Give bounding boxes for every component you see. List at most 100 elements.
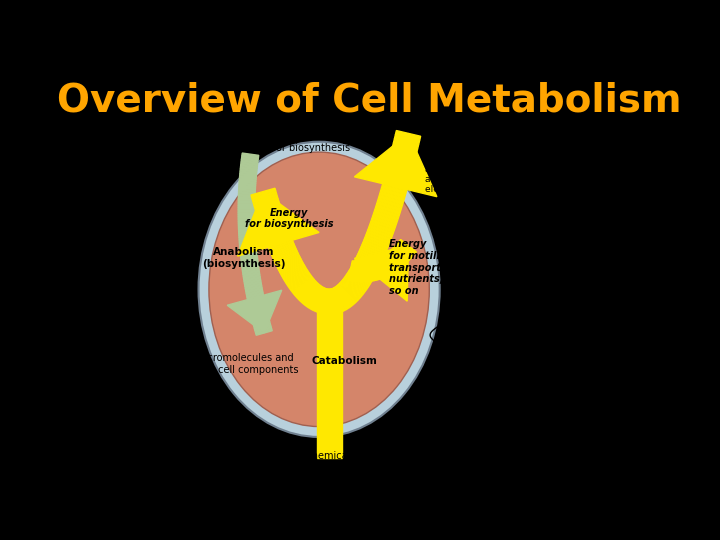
Polygon shape — [320, 289, 328, 313]
Polygon shape — [300, 282, 318, 301]
Polygon shape — [238, 230, 256, 233]
Polygon shape — [261, 221, 286, 231]
Polygon shape — [388, 252, 402, 268]
Polygon shape — [282, 265, 305, 278]
Polygon shape — [239, 234, 256, 238]
Polygon shape — [264, 227, 288, 238]
Polygon shape — [330, 289, 336, 314]
Polygon shape — [277, 255, 300, 268]
Polygon shape — [322, 289, 328, 314]
Polygon shape — [344, 276, 366, 292]
Polygon shape — [379, 258, 387, 276]
Polygon shape — [316, 288, 326, 312]
Polygon shape — [363, 262, 364, 282]
Polygon shape — [378, 258, 387, 277]
Polygon shape — [262, 223, 287, 234]
Polygon shape — [240, 162, 258, 166]
Polygon shape — [393, 139, 418, 149]
Polygon shape — [392, 248, 406, 264]
Polygon shape — [388, 159, 413, 169]
Polygon shape — [297, 280, 316, 298]
Polygon shape — [363, 240, 387, 252]
Polygon shape — [255, 201, 279, 211]
Polygon shape — [372, 216, 396, 227]
Polygon shape — [330, 289, 338, 314]
Polygon shape — [239, 237, 256, 240]
Polygon shape — [271, 245, 295, 257]
Polygon shape — [239, 183, 256, 186]
Polygon shape — [366, 233, 390, 244]
Text: Anabolism
(biosynthesis): Anabolism (biosynthesis) — [202, 247, 285, 269]
Polygon shape — [238, 192, 255, 194]
Polygon shape — [240, 164, 257, 168]
Polygon shape — [393, 247, 408, 262]
Polygon shape — [343, 278, 364, 294]
Polygon shape — [292, 276, 312, 293]
Text: Chemicals, light
(energy source): Chemicals, light (energy source) — [305, 451, 383, 472]
Polygon shape — [241, 160, 258, 164]
Ellipse shape — [209, 152, 429, 427]
Polygon shape — [246, 288, 263, 293]
Polygon shape — [244, 279, 261, 284]
Polygon shape — [359, 262, 361, 282]
Polygon shape — [243, 270, 259, 274]
Polygon shape — [364, 262, 366, 282]
Polygon shape — [275, 252, 299, 265]
Polygon shape — [395, 245, 410, 259]
Polygon shape — [256, 206, 282, 217]
Polygon shape — [242, 263, 258, 267]
Polygon shape — [238, 223, 255, 226]
Polygon shape — [259, 214, 284, 224]
Polygon shape — [302, 284, 319, 303]
Polygon shape — [372, 260, 379, 280]
Polygon shape — [385, 254, 397, 271]
Polygon shape — [289, 274, 311, 290]
Polygon shape — [239, 187, 256, 190]
Polygon shape — [367, 261, 370, 281]
Polygon shape — [276, 254, 300, 267]
Polygon shape — [370, 261, 375, 281]
Polygon shape — [250, 306, 266, 312]
Polygon shape — [254, 324, 271, 330]
Polygon shape — [238, 214, 255, 217]
Bar — [161, 65, 577, 131]
Polygon shape — [310, 287, 323, 309]
Polygon shape — [347, 272, 369, 287]
Polygon shape — [253, 196, 278, 206]
Polygon shape — [377, 259, 385, 278]
Polygon shape — [273, 247, 296, 259]
Polygon shape — [331, 289, 341, 313]
Polygon shape — [399, 241, 415, 254]
Polygon shape — [398, 241, 414, 255]
Polygon shape — [387, 253, 399, 269]
Polygon shape — [292, 277, 313, 294]
Polygon shape — [342, 280, 362, 296]
Polygon shape — [291, 275, 312, 291]
Polygon shape — [239, 232, 256, 235]
Polygon shape — [242, 156, 258, 160]
Polygon shape — [384, 255, 395, 272]
Polygon shape — [246, 286, 262, 291]
Polygon shape — [241, 261, 258, 265]
Polygon shape — [324, 289, 328, 314]
Polygon shape — [265, 230, 289, 240]
Polygon shape — [240, 247, 256, 251]
Polygon shape — [284, 267, 306, 281]
Polygon shape — [361, 262, 363, 282]
Polygon shape — [354, 259, 377, 273]
Polygon shape — [334, 287, 348, 309]
Polygon shape — [247, 294, 264, 300]
Polygon shape — [240, 249, 257, 254]
Polygon shape — [354, 246, 408, 301]
Polygon shape — [279, 260, 302, 273]
Polygon shape — [355, 262, 358, 281]
Polygon shape — [379, 191, 405, 201]
Polygon shape — [333, 288, 345, 310]
Polygon shape — [376, 204, 400, 215]
Polygon shape — [260, 216, 284, 227]
Polygon shape — [330, 289, 333, 314]
Polygon shape — [382, 256, 392, 274]
Polygon shape — [330, 289, 334, 314]
Polygon shape — [385, 254, 397, 271]
Polygon shape — [348, 271, 370, 286]
